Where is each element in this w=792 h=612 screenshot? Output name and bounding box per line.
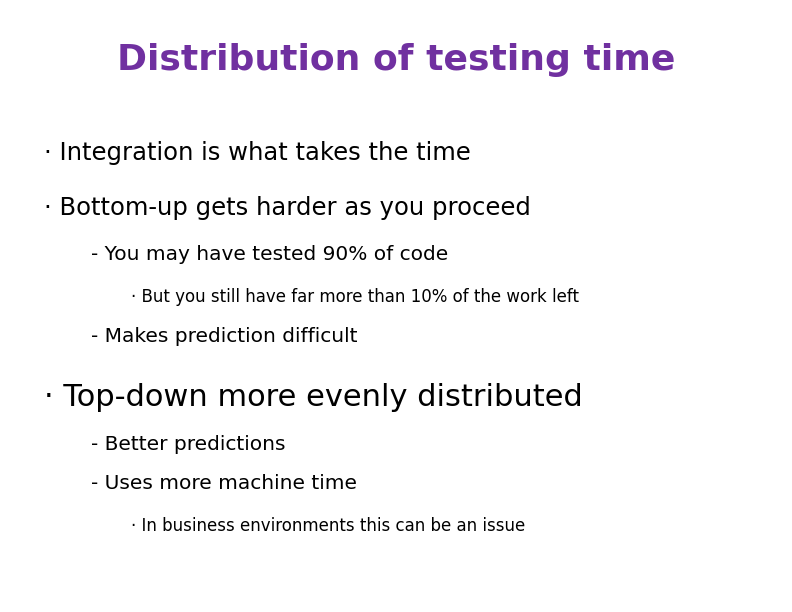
Text: · In business environments this can be an issue: · In business environments this can be a…	[131, 517, 525, 535]
Text: · Top-down more evenly distributed: · Top-down more evenly distributed	[44, 382, 582, 411]
Text: - Better predictions: - Better predictions	[91, 435, 286, 453]
Text: - Makes prediction difficult: - Makes prediction difficult	[91, 327, 357, 346]
Text: · But you still have far more than 10% of the work left: · But you still have far more than 10% o…	[131, 288, 579, 305]
Text: - Uses more machine time: - Uses more machine time	[91, 474, 357, 493]
Text: Distribution of testing time: Distribution of testing time	[116, 43, 676, 77]
Text: · Integration is what takes the time: · Integration is what takes the time	[44, 141, 470, 165]
Text: - You may have tested 90% of code: - You may have tested 90% of code	[91, 245, 448, 264]
Text: · Bottom-up gets harder as you proceed: · Bottom-up gets harder as you proceed	[44, 196, 531, 220]
